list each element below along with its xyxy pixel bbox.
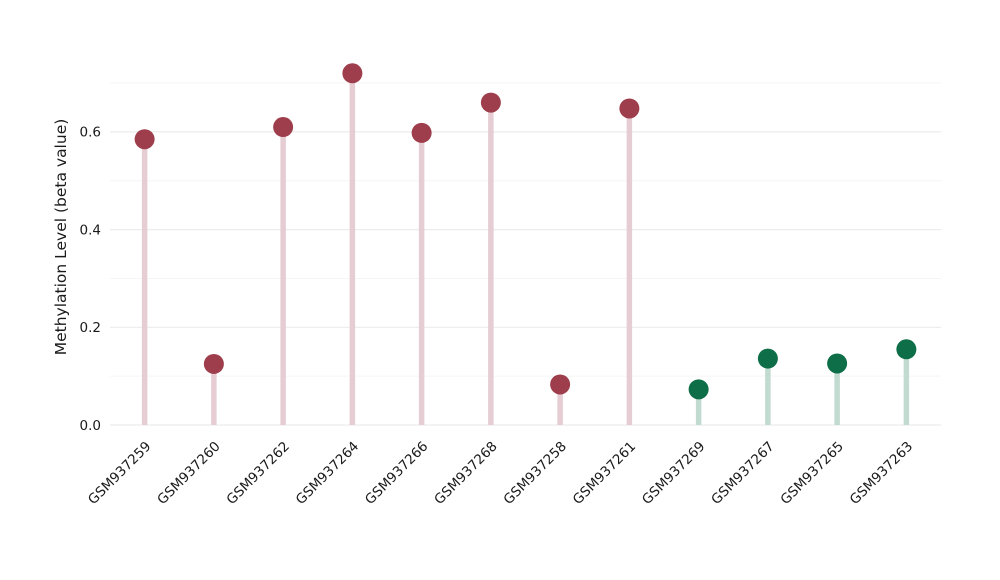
- lollipop-dot: [273, 117, 294, 138]
- y-tick-label: 0.6: [80, 125, 101, 141]
- lollipop-dot: [827, 353, 848, 374]
- y-tick-label: 0.4: [80, 222, 101, 238]
- x-tick-label: GSM937260: [154, 439, 223, 508]
- lollipop-dot: [411, 122, 432, 143]
- x-tick-label: GSM937267: [708, 439, 777, 508]
- lollipop-dot: [480, 92, 501, 113]
- lollipop-dot: [688, 379, 709, 400]
- x-tick-label: GSM937258: [501, 439, 570, 508]
- lollipop-dots: [134, 63, 917, 400]
- x-tick-label: GSM937269: [639, 439, 708, 508]
- gridlines-major: [110, 131, 941, 426]
- lollipop-dot: [896, 339, 917, 360]
- x-tick-label: GSM937266: [362, 439, 431, 508]
- x-tick-label: GSM937264: [293, 439, 362, 508]
- lollipop-dot: [757, 348, 778, 369]
- y-tick-label: 0.2: [80, 320, 101, 336]
- x-tick-label: GSM937268: [431, 439, 500, 508]
- lollipop-dot: [619, 98, 640, 119]
- x-axis-tick-labels: GSM937259 GSM937260 GSM937262 GSM937264 GSM9…: [85, 439, 916, 508]
- gridlines-minor: [110, 82, 941, 377]
- x-tick-label: GSM937262: [224, 439, 293, 508]
- y-axis-title: Methylation Level (beta value): [52, 119, 70, 356]
- x-tick-label: GSM937261: [570, 439, 639, 508]
- lollipop-dot: [203, 353, 224, 374]
- lollipop-dot: [342, 63, 363, 84]
- lollipop-dot: [134, 129, 155, 150]
- x-tick-label: GSM937259: [85, 439, 154, 508]
- y-axis-tick-labels: 0.0 0.2 0.4 0.6: [80, 125, 101, 434]
- lollipop-stems: [141, 73, 910, 425]
- lollipop-dot: [550, 374, 571, 395]
- y-tick-label: 0.0: [80, 418, 101, 434]
- x-tick-label: GSM937263: [847, 439, 916, 508]
- x-tick-label: GSM937265: [778, 439, 847, 508]
